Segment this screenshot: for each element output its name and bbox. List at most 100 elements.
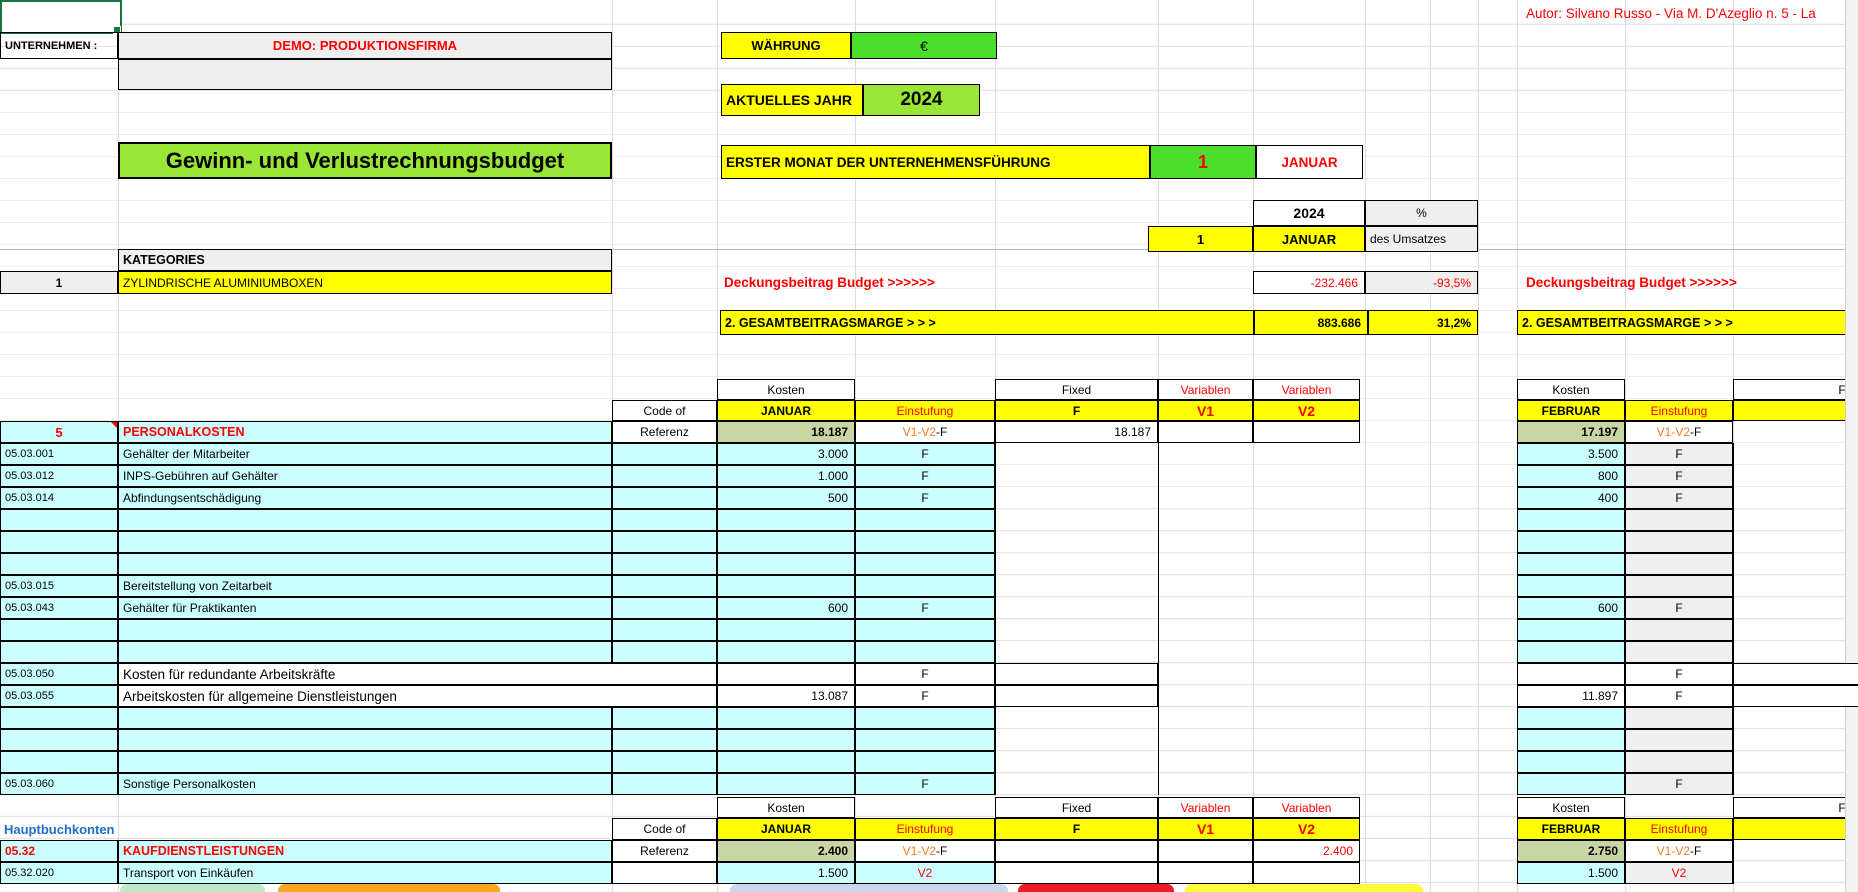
marge-value[interactable]: 883.686: [1254, 310, 1368, 335]
row-code-cell[interactable]: [0, 751, 118, 773]
row-jan-class[interactable]: F: [855, 597, 995, 619]
row-jan-value[interactable]: [717, 641, 855, 663]
sheet-button-yellow[interactable]: [1185, 884, 1423, 892]
row-ref-cell[interactable]: [612, 443, 717, 465]
row-jan-class[interactable]: F: [855, 663, 995, 685]
sheet-button-orange[interactable]: [278, 884, 500, 892]
row-label-cell[interactable]: Transport von Einkäufen: [118, 862, 612, 884]
row-feb-fixed[interactable]: [1733, 663, 1858, 685]
row-code-cell[interactable]: [0, 509, 118, 531]
row-ref-cell[interactable]: [612, 553, 717, 575]
row-code-cell[interactable]: 05.03.055: [0, 685, 118, 707]
s2-feb-class[interactable]: V1-V2 -F: [1625, 840, 1733, 862]
row-feb-value[interactable]: [1517, 531, 1625, 553]
row-jan-fixed[interactable]: [995, 862, 1158, 884]
deckungsbeitrag-value[interactable]: -232.466: [1253, 271, 1365, 294]
row-code-cell[interactable]: [0, 729, 118, 751]
sheet-button-red[interactable]: [1018, 884, 1174, 892]
row-ref-cell[interactable]: [612, 619, 717, 641]
row-jan-value[interactable]: 1.500: [717, 862, 855, 884]
company-name-cell[interactable]: DEMO: PRODUKTIONSFIRMA: [118, 32, 612, 59]
s1-jan-v2[interactable]: [1253, 421, 1360, 443]
row-feb-value[interactable]: [1517, 575, 1625, 597]
s1-jan-total[interactable]: 18.187: [717, 421, 855, 443]
row-jan-class[interactable]: [855, 641, 995, 663]
row-ref-cell[interactable]: [612, 707, 717, 729]
row-ref-cell[interactable]: [612, 597, 717, 619]
row-jan-fixed[interactable]: [995, 663, 1158, 685]
row-jan-value[interactable]: [717, 531, 855, 553]
row-jan-class[interactable]: F: [855, 773, 995, 795]
row-code-cell[interactable]: 05.32.020: [0, 862, 118, 884]
row-feb-class[interactable]: F: [1625, 663, 1733, 685]
row-jan-value[interactable]: [717, 773, 855, 795]
row-jan-value[interactable]: 3.000: [717, 443, 855, 465]
row-jan-fixed[interactable]: [995, 685, 1158, 707]
row-feb-value[interactable]: 800: [1517, 465, 1625, 487]
row-feb-class[interactable]: F: [1625, 465, 1733, 487]
row-feb-class[interactable]: [1625, 575, 1733, 597]
s2-jan-fixed[interactable]: [995, 840, 1158, 862]
row-jan-class[interactable]: V2: [855, 862, 995, 884]
row-feb-value[interactable]: [1517, 729, 1625, 751]
row-feb-class[interactable]: [1625, 729, 1733, 751]
row-jan-class[interactable]: [855, 751, 995, 773]
row-feb-class[interactable]: [1625, 509, 1733, 531]
s2-number[interactable]: 05.32: [0, 840, 118, 862]
row-jan-value[interactable]: 1.000: [717, 465, 855, 487]
row-feb-value[interactable]: [1517, 619, 1625, 641]
row-feb-value[interactable]: 1.500: [1517, 862, 1625, 884]
row-jan-class[interactable]: [855, 729, 995, 751]
s1-jan-fixed[interactable]: 18.187: [995, 421, 1158, 443]
s1-feb-class[interactable]: V1-V2 -F: [1625, 421, 1733, 443]
sheet-button-green[interactable]: [120, 884, 265, 892]
row-code-cell[interactable]: 05.03.043: [0, 597, 118, 619]
first-month-number-cell[interactable]: 1: [1150, 145, 1256, 179]
row-jan-class[interactable]: F: [855, 685, 995, 707]
row-ref-cell[interactable]: [612, 862, 717, 884]
row-ref-cell[interactable]: [612, 729, 717, 751]
row-label-cell[interactable]: Abfindungsentschädigung: [118, 487, 612, 509]
row-code-cell[interactable]: [0, 641, 118, 663]
row-jan-value[interactable]: [717, 553, 855, 575]
row-feb-value[interactable]: [1517, 663, 1625, 685]
row-label-cell[interactable]: [118, 729, 612, 751]
s1-jan-class[interactable]: V1-V2 -F: [855, 421, 995, 443]
row-feb-value[interactable]: [1517, 751, 1625, 773]
row-feb-class[interactable]: F: [1625, 487, 1733, 509]
row-jan-class[interactable]: F: [855, 443, 995, 465]
row-feb-class[interactable]: [1625, 553, 1733, 575]
row-feb-class[interactable]: [1625, 707, 1733, 729]
row-feb-class[interactable]: [1625, 641, 1733, 663]
row-ref-cell[interactable]: [612, 575, 717, 597]
row-label-cell[interactable]: [118, 641, 612, 663]
row-ref-cell[interactable]: [612, 751, 717, 773]
row-code-cell[interactable]: [0, 707, 118, 729]
row-ref-cell[interactable]: [612, 641, 717, 663]
row-code-cell[interactable]: 05.03.050: [0, 663, 118, 685]
row-label-cell[interactable]: Gehälter für Praktikanten: [118, 597, 612, 619]
row-feb-class[interactable]: F: [1625, 597, 1733, 619]
row-label-cell[interactable]: [118, 509, 612, 531]
row-label-cell[interactable]: [118, 707, 612, 729]
row-feb-class[interactable]: [1625, 619, 1733, 641]
row-jan-v2[interactable]: [1253, 862, 1360, 884]
row-jan-value[interactable]: 600: [717, 597, 855, 619]
row-feb-value[interactable]: [1517, 553, 1625, 575]
s1-title[interactable]: PERSONALKOSTEN: [118, 421, 612, 443]
row-jan-value[interactable]: [717, 509, 855, 531]
row-label-cell[interactable]: [118, 619, 612, 641]
row-label-cell[interactable]: Gehälter der Mitarbeiter: [118, 443, 612, 465]
row-label-cell[interactable]: Kosten für redundante Arbeitskräfte: [118, 663, 717, 685]
row-label-cell[interactable]: INPS-Gebühren auf Gehälter: [118, 465, 612, 487]
row-feb-value[interactable]: [1517, 773, 1625, 795]
row-jan-value[interactable]: [717, 619, 855, 641]
row-feb-class[interactable]: [1625, 751, 1733, 773]
kategorie-number[interactable]: 1: [0, 271, 118, 294]
row-label-cell[interactable]: [118, 751, 612, 773]
row-label-cell[interactable]: [118, 553, 612, 575]
row-label-cell[interactable]: Sonstige Personalkosten: [118, 773, 612, 795]
active-cell[interactable]: [0, 0, 122, 34]
row-feb-value[interactable]: 400: [1517, 487, 1625, 509]
row-ref-cell[interactable]: [612, 465, 717, 487]
